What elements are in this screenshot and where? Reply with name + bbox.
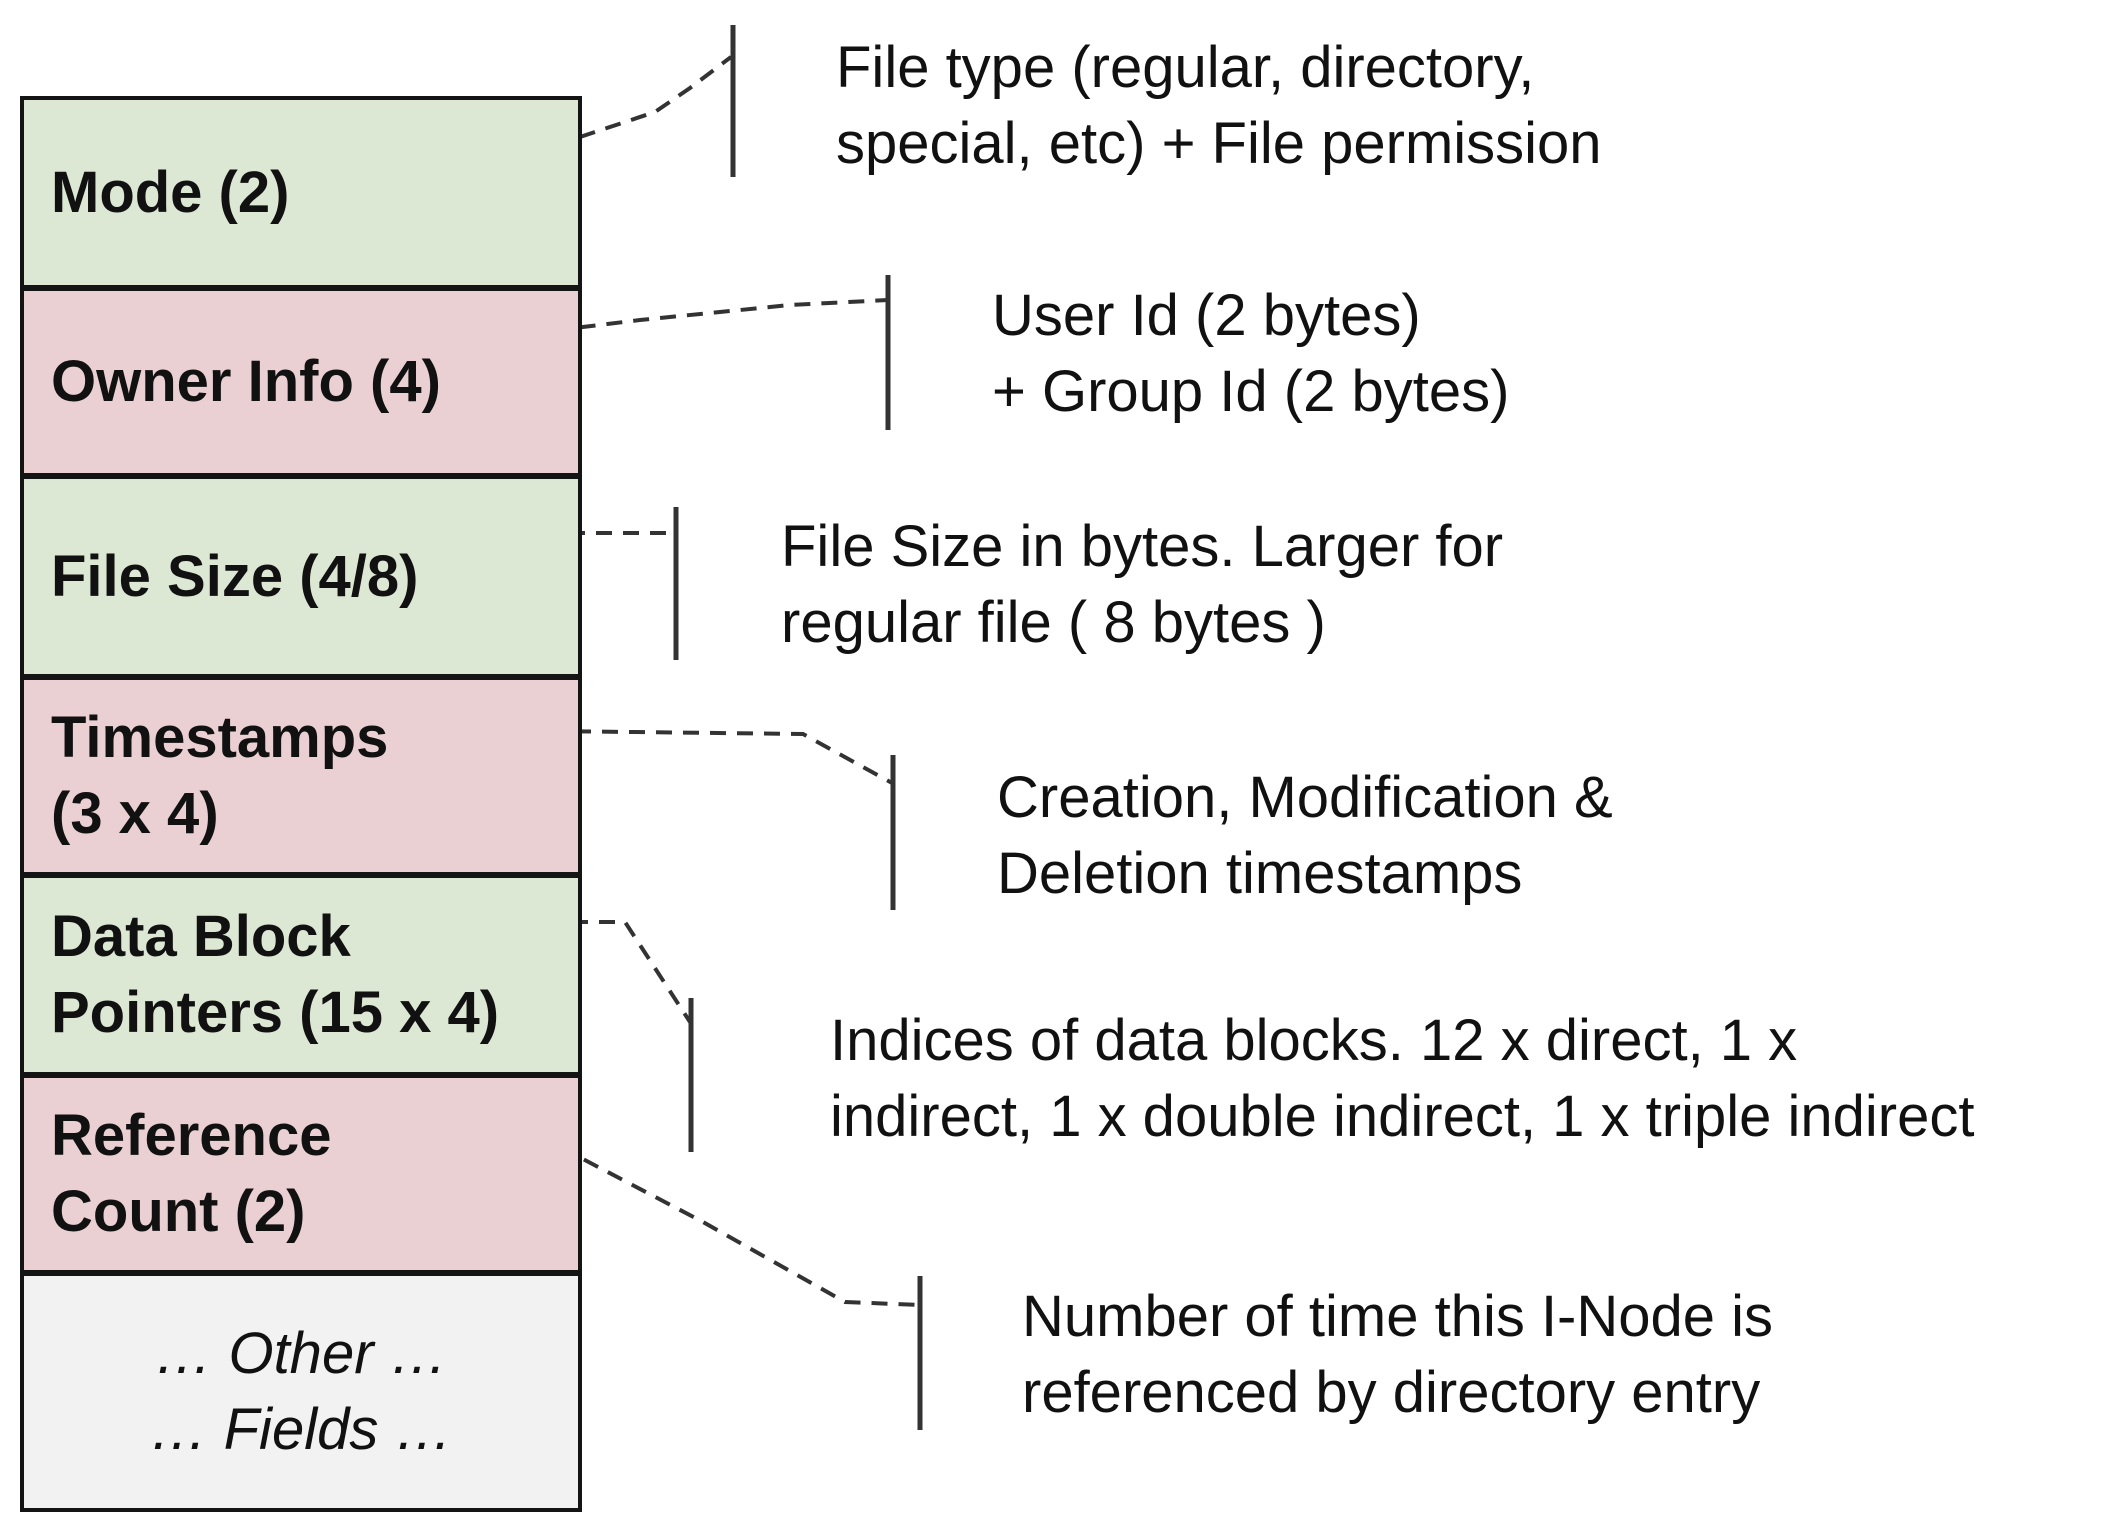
reference-count-description: Number of time this I-Node is referenced … (1022, 1279, 1773, 1431)
timestamps-description-line: Creation, Modification & (997, 765, 1613, 830)
owner-info-description-line: + Group Id (2 bytes) (992, 359, 1510, 424)
file-size-field: File Size (4/8) (20, 475, 582, 678)
owner-info-connector-line (525, 298, 889, 336)
owner-info-label-line: Owner Info (4) (51, 349, 441, 414)
data-block-pointers-label-line: Pointers (15 x 4) (51, 980, 500, 1045)
file-size-label-line: File Size (4/8) (51, 543, 419, 609)
mode-description-line: File type (regular, directory, (836, 35, 1535, 100)
owner-info-description-line: User Id (2 bytes) (992, 283, 1421, 348)
reference-count-connector-line (559, 1145, 921, 1307)
timestamps-label-line: Timestamps (51, 705, 389, 770)
reference-count-field: Reference Count (2) (20, 1074, 582, 1274)
owner-info-field: Owner Info (4) (20, 287, 582, 477)
reference-count-label-line: Count (2) (51, 1179, 306, 1244)
timestamps-description-line: Deletion timestamps (997, 841, 1523, 906)
reference-count-description-line: Number of time this I-Node is (1022, 1284, 1774, 1349)
timestamps-connector-line (547, 729, 893, 785)
timestamps-description: Creation, Modification & Deletion timesta… (997, 760, 1613, 912)
reference-count-label-line: Reference (51, 1103, 332, 1168)
mode-description: File type (regular, directory, special, e… (836, 30, 1602, 182)
file-size-description-line: regular file ( 8 bytes ) (781, 590, 1326, 655)
timestamps-label-line: (3 x 4) (51, 781, 219, 846)
data-block-pointers-description-line: indirect, 1 x double indirect, 1 x tripl… (830, 1084, 1975, 1149)
other-fields-label-line: … Fields … (149, 1397, 453, 1462)
owner-info-description: User Id (2 bytes) + Group Id (2 bytes) (992, 278, 1509, 430)
file-size-description: File Size in bytes. Larger for regular fi… (781, 509, 1503, 661)
reference-count-description-line: referenced by directory entry (1022, 1360, 1761, 1425)
other-fields-field: … Other … … Fields … (20, 1272, 582, 1512)
file-size-description-line: File Size in bytes. Larger for (781, 514, 1504, 579)
mode-field: Mode (2) (20, 96, 582, 289)
timestamps-field: Timestamps (3 x 4) (20, 676, 582, 876)
data-block-pointers-label-line: Data Block (51, 904, 351, 969)
data-block-pointers-description-line: Indices of data blocks. 12 x direct, 1 x (830, 1008, 1798, 1073)
data-block-pointers-field: Data Block Pointers (15 x 4) (20, 874, 582, 1076)
data-block-pointers-description: Indices of data blocks. 12 x direct, 1 x… (830, 1003, 1974, 1155)
mode-description-line: special, etc) + File permission (836, 111, 1602, 176)
other-fields-label-line: … Other … (154, 1321, 448, 1386)
mode-label-line: Mode (2) (51, 159, 290, 225)
